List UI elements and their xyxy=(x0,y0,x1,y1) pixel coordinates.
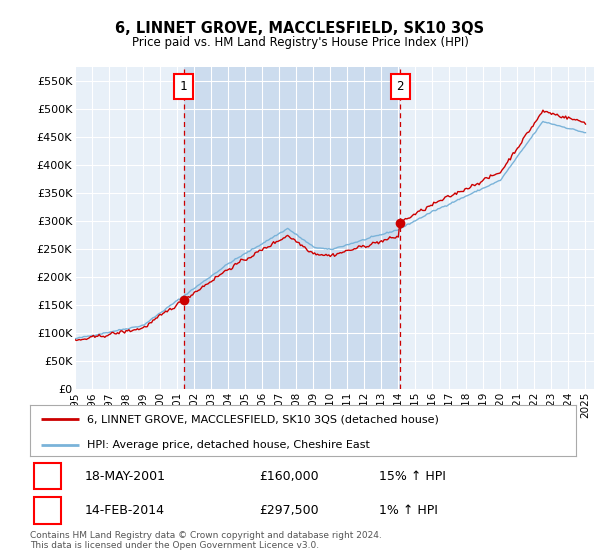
Text: 1% ↑ HPI: 1% ↑ HPI xyxy=(379,504,439,517)
Bar xyxy=(391,74,410,99)
Text: £160,000: £160,000 xyxy=(259,470,319,483)
Bar xyxy=(34,463,61,489)
Text: 14-FEB-2014: 14-FEB-2014 xyxy=(85,504,164,517)
Text: 2: 2 xyxy=(44,504,51,517)
Text: 6, LINNET GROVE, MACCLESFIELD, SK10 3QS (detached house): 6, LINNET GROVE, MACCLESFIELD, SK10 3QS … xyxy=(88,414,439,424)
Text: Price paid vs. HM Land Registry's House Price Index (HPI): Price paid vs. HM Land Registry's House … xyxy=(131,36,469,49)
Text: 1: 1 xyxy=(180,80,187,94)
Text: 18-MAY-2001: 18-MAY-2001 xyxy=(85,470,166,483)
Text: Contains HM Land Registry data © Crown copyright and database right 2024.
This d: Contains HM Land Registry data © Crown c… xyxy=(30,531,382,550)
Text: 6, LINNET GROVE, MACCLESFIELD, SK10 3QS: 6, LINNET GROVE, MACCLESFIELD, SK10 3QS xyxy=(115,21,485,36)
Text: 2: 2 xyxy=(397,80,404,94)
Text: 15% ↑ HPI: 15% ↑ HPI xyxy=(379,470,446,483)
Bar xyxy=(174,74,193,99)
Text: 1: 1 xyxy=(44,470,51,483)
Text: £297,500: £297,500 xyxy=(259,504,319,517)
Bar xyxy=(184,67,400,389)
Bar xyxy=(34,497,61,524)
Text: HPI: Average price, detached house, Cheshire East: HPI: Average price, detached house, Ches… xyxy=(88,440,370,450)
